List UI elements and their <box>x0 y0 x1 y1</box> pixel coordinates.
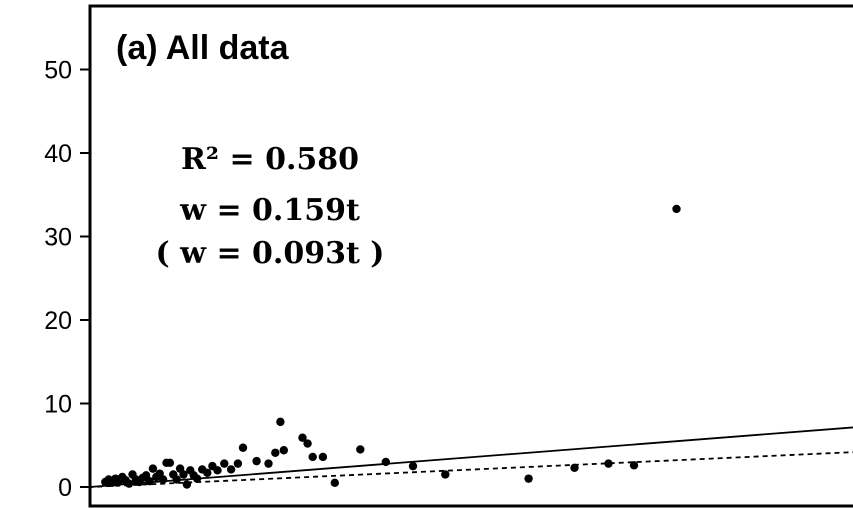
data-point <box>308 452 317 462</box>
data-point <box>318 452 328 462</box>
annotation-fit-alt: ( w = 0.093t ) <box>156 236 385 271</box>
y-tick-label: 40 <box>44 140 72 168</box>
data-point <box>145 476 154 486</box>
data-point <box>203 468 212 478</box>
y-tick-label: 50 <box>44 57 72 85</box>
data-point <box>356 445 365 454</box>
data-point <box>148 464 158 473</box>
data-point <box>192 474 202 483</box>
data-point <box>213 466 222 475</box>
y-tick-label: 30 <box>44 224 72 252</box>
data-point <box>220 459 229 468</box>
y-tick-label: 20 <box>44 307 72 335</box>
data-point <box>264 459 273 468</box>
data-point <box>165 458 175 467</box>
chart-title: (a) All data <box>116 29 290 67</box>
data-point <box>172 475 181 484</box>
data-point <box>252 456 261 466</box>
data-point <box>158 475 168 484</box>
y-axis: 0 10 20 30 40 50 <box>44 57 90 502</box>
fit-line-solid <box>88 426 853 489</box>
data-point <box>276 417 285 427</box>
data-point <box>233 459 243 468</box>
data-point <box>124 479 134 488</box>
y-tick-label: 10 <box>44 391 72 419</box>
data-point <box>570 463 579 472</box>
data-point <box>604 459 613 468</box>
data-point <box>524 474 533 483</box>
data-point <box>629 461 639 470</box>
data-point <box>271 448 280 457</box>
data-point <box>441 470 450 479</box>
data-point <box>408 461 418 471</box>
data-point <box>226 465 236 474</box>
data-point <box>672 204 681 214</box>
data-point <box>298 433 307 442</box>
data-point <box>279 446 288 455</box>
plot-frame <box>88 4 853 508</box>
data-point <box>330 478 339 488</box>
annotation-r2: R² = 0.580 <box>181 142 359 177</box>
fit-line-dashed <box>88 451 853 488</box>
data-point <box>182 480 192 489</box>
data-point <box>179 470 188 479</box>
y-tick-label: 0 <box>58 474 72 502</box>
data-points <box>101 204 681 489</box>
data-point <box>238 443 248 452</box>
fit-lines <box>88 426 853 489</box>
annotation-fit: w = 0.159t <box>179 193 360 228</box>
data-point <box>303 439 312 448</box>
data-point <box>381 457 390 467</box>
